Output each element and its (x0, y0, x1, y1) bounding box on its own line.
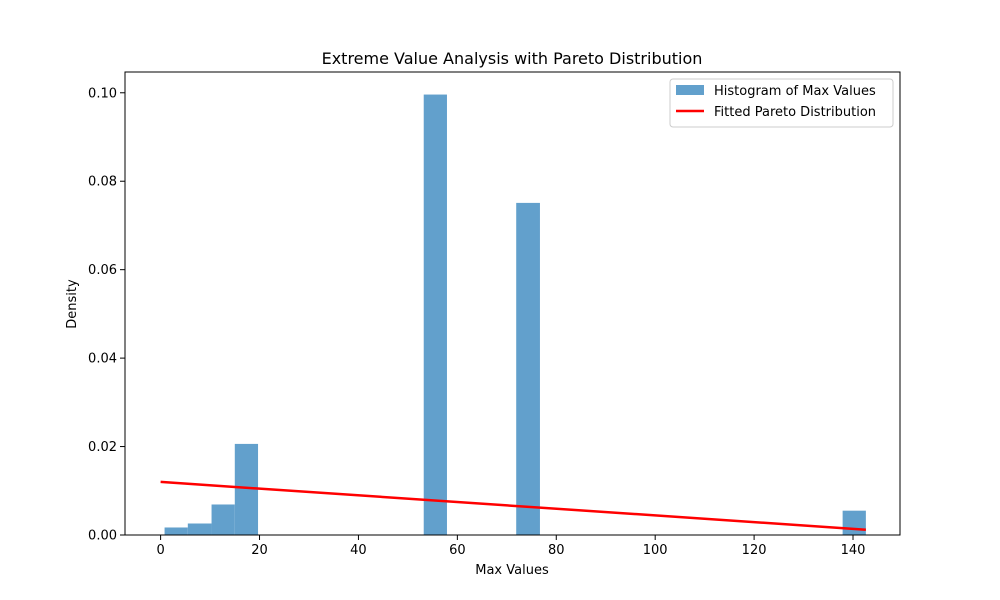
x-tick-label: 40 (350, 543, 367, 558)
histogram-bar-6 (842, 510, 866, 535)
histogram-bar-4 (423, 94, 447, 535)
x-axis-ticks: 0 20 40 60 80 100 120 140 (156, 535, 865, 558)
histogram-bar-3 (234, 443, 259, 535)
x-tick-label: 100 (643, 543, 668, 558)
legend-histogram-label: Histogram of Max Values (714, 84, 876, 99)
x-tick-label: 0 (156, 543, 164, 558)
x-tick-label: 140 (841, 543, 866, 558)
x-axis-label: Max Values (475, 563, 549, 578)
y-tick-label: 0.06 (88, 263, 117, 278)
x-tick-label: 80 (548, 543, 565, 558)
histogram-bar-5 (516, 202, 540, 536)
pareto-line-group (160, 480, 866, 531)
chart-title: Extreme Value Analysis with Pareto Distr… (322, 49, 703, 68)
y-tick-label: 0.08 (88, 175, 117, 190)
plot-frame (124, 71, 901, 536)
legend-histogram-swatch (676, 85, 704, 95)
y-tick-label: 0.04 (88, 352, 117, 367)
y-tick-label: 0.00 (88, 529, 117, 544)
y-tick-label: 0.10 (88, 86, 117, 101)
legend-box (669, 78, 894, 128)
y-tick-label: 0.02 (88, 440, 117, 455)
x-tick-label: 60 (449, 543, 466, 558)
histogram-bar-2 (211, 504, 235, 535)
pareto-fit-line (160, 480, 866, 531)
y-axis-label: Density (65, 279, 80, 329)
x-tick-label: 20 (251, 543, 268, 558)
x-tick-label: 120 (742, 543, 767, 558)
legend-line-label: Fitted Pareto Distribution (714, 105, 876, 120)
histogram-bar-0 (164, 527, 188, 535)
y-axis-ticks: 0.00 0.02 0.04 0.06 0.08 0.10 (88, 86, 125, 544)
histogram-bars (164, 94, 866, 536)
legend: Histogram of Max Values Fitted Pareto Di… (669, 78, 894, 128)
histogram-bar-1 (187, 523, 212, 535)
